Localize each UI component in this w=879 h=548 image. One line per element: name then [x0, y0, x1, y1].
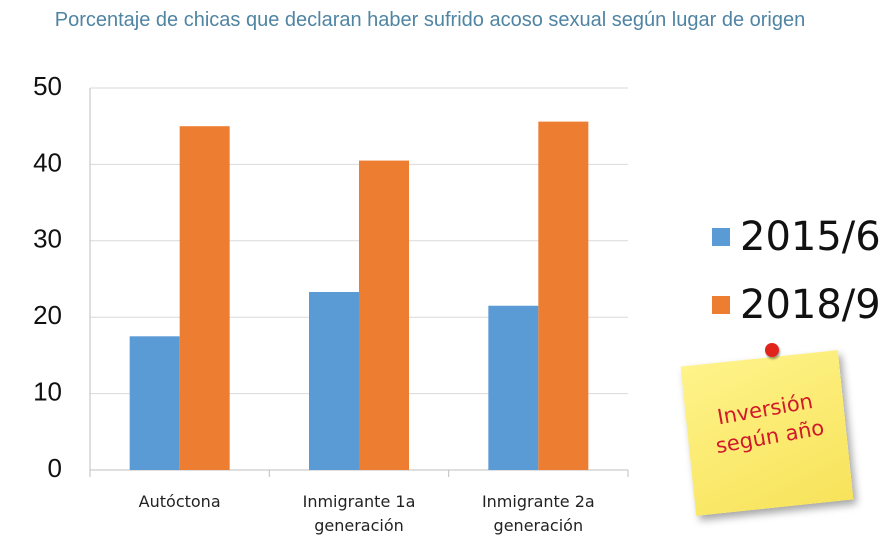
x-tick-label: Inmigrante 1a generación — [302, 492, 416, 535]
legend-label: 2015/6 — [740, 214, 879, 260]
bar — [538, 121, 589, 470]
x-tick-label: Inmigrante 2a generación — [481, 492, 595, 535]
bar — [488, 305, 539, 470]
bar — [309, 291, 359, 470]
y-tick-label: 0 — [48, 453, 62, 483]
chart-title: Porcentaje de chicas que declaran haber … — [54, 9, 806, 31]
y-tick-label: 50 — [33, 71, 62, 101]
y-tick-label: 20 — [33, 300, 62, 330]
bar — [129, 336, 180, 470]
legend-swatch — [712, 228, 730, 246]
x-tick-label: Autóctona — [138, 492, 221, 511]
y-tick-label: 40 — [33, 147, 62, 177]
pin — [765, 343, 779, 357]
bar — [359, 160, 409, 470]
legend-swatch — [712, 296, 730, 314]
y-tick-label: 10 — [33, 376, 62, 406]
legend-label: 2018/9 — [740, 282, 879, 328]
y-tick-label: 30 — [33, 224, 62, 254]
bar — [179, 126, 230, 470]
